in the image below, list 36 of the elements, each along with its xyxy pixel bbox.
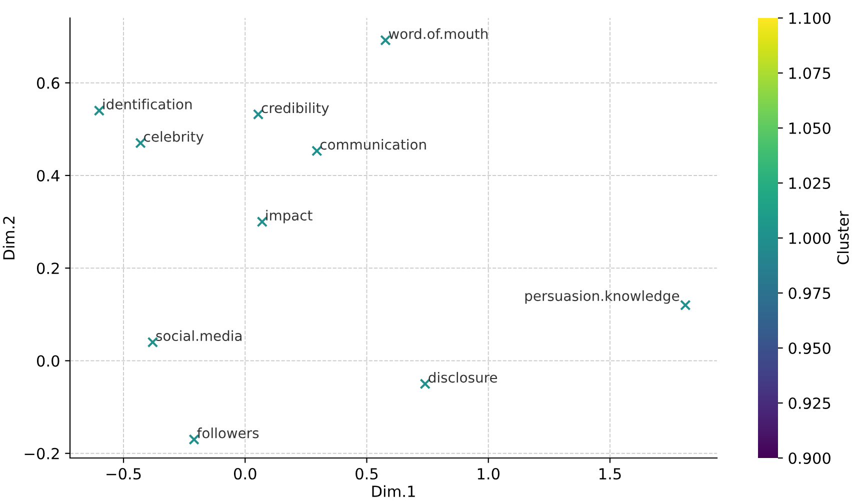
- annotation: celebrity: [144, 131, 204, 145]
- color-bar-label: 1.050: [789, 122, 830, 134]
- x-tick-label: 0.0: [234, 468, 256, 480]
- color-bar-label: 1.075: [789, 67, 830, 80]
- annotation: persuasion.knowledge: [525, 290, 680, 304]
- x-tick-label: −0.5: [106, 468, 141, 480]
- y-tick-label: 0.6: [36, 77, 60, 89]
- x-tick-label: 1.0: [478, 468, 500, 480]
- annotation: credibility: [262, 102, 329, 116]
- color-bar-label: 1.100: [789, 12, 830, 24]
- annotation: social.media: [156, 330, 242, 342]
- x-axis-title: Dim.1: [372, 485, 415, 497]
- annotation: communication: [320, 138, 426, 150]
- y-tick-label: 0.0: [36, 355, 60, 367]
- y-tick-label: −0.2: [24, 448, 59, 460]
- color-bar-label: 0.950: [788, 342, 830, 354]
- annotation: disclosure: [428, 372, 498, 383]
- y-tick-label: 0.4: [36, 170, 60, 182]
- color-bar-label: 0.900: [788, 452, 830, 464]
- point: [380, 34, 391, 46]
- annotation: word.of.mouth: [388, 28, 488, 40]
- y-axis-title: Dim.2: [2, 216, 14, 260]
- x-tick-label: 0.5: [356, 468, 378, 480]
- color-bar-label: 0.975: [788, 287, 830, 300]
- color-bar-label: 1.000: [789, 232, 830, 244]
- annotation: followers: [197, 428, 259, 438]
- point: [680, 300, 691, 311]
- annotation: impact: [266, 210, 312, 224]
- x-tick-label: 1.5: [600, 468, 621, 480]
- color-bar-title: Cluster: [837, 210, 849, 264]
- color-bar-label: 1.025: [789, 177, 830, 190]
- color-bar-label: 0.925: [788, 397, 830, 410]
- point: [94, 105, 105, 116]
- annotation: identification: [103, 98, 192, 110]
- point: [311, 145, 322, 156]
- y-tick-label: 0.2: [36, 262, 59, 274]
